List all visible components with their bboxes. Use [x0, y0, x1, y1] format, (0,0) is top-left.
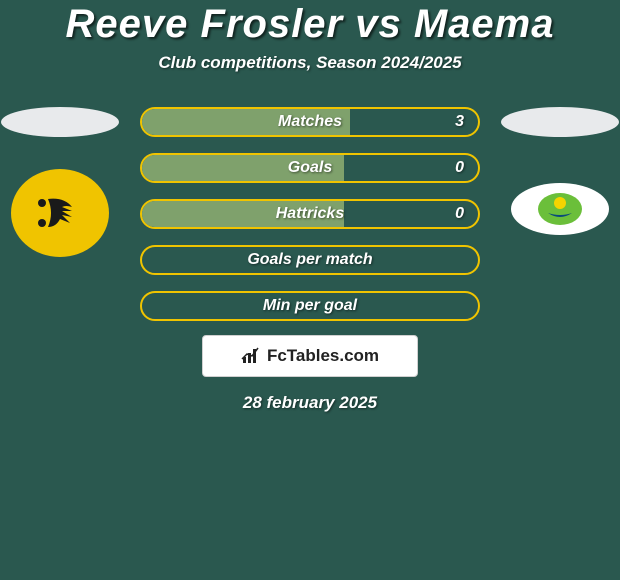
date-text: 28 february 2025 [0, 393, 620, 413]
club-right-icon [536, 191, 584, 227]
stat-value-right: 0 [455, 205, 464, 223]
player-right-avatar [501, 107, 619, 137]
chart-icon [241, 347, 263, 365]
player-left-avatar [1, 107, 119, 137]
stat-label: Min per goal [263, 297, 357, 315]
club-left-label [22, 175, 98, 251]
club-left-badge [11, 169, 109, 257]
club-right-badge [511, 183, 609, 235]
page-title: Reeve Frosler vs Maema [0, 2, 620, 47]
stat-row: Goals per match [140, 245, 480, 275]
stat-row: Matches 3 [140, 107, 480, 137]
player-right-column [500, 107, 620, 235]
subtitle: Club competitions, Season 2024/2025 [0, 53, 620, 73]
stats-column: Matches 3 Goals 0 Hattricks 0 Goals per match M… [140, 107, 480, 321]
stat-value-right: 3 [455, 113, 464, 131]
club-left-icon [28, 181, 92, 245]
comparison-row: Matches 3 Goals 0 Hattricks 0 Goals per match M… [0, 107, 620, 321]
stat-label: Goals per match [247, 251, 372, 269]
stat-label: Hattricks [276, 205, 344, 223]
infographic-root: Reeve Frosler vs Maema Club competitions… [0, 0, 620, 413]
club-right-label [533, 189, 587, 229]
stat-value-right: 0 [455, 159, 464, 177]
stat-row: Goals 0 [140, 153, 480, 183]
stat-row: Hattricks 0 [140, 199, 480, 229]
stat-label: Matches [278, 113, 342, 131]
site-name: FcTables.com [267, 346, 379, 366]
stat-row: Min per goal [140, 291, 480, 321]
stat-label: Goals [288, 159, 332, 177]
site-badge[interactable]: FcTables.com [202, 335, 418, 377]
player-left-column [0, 107, 120, 257]
